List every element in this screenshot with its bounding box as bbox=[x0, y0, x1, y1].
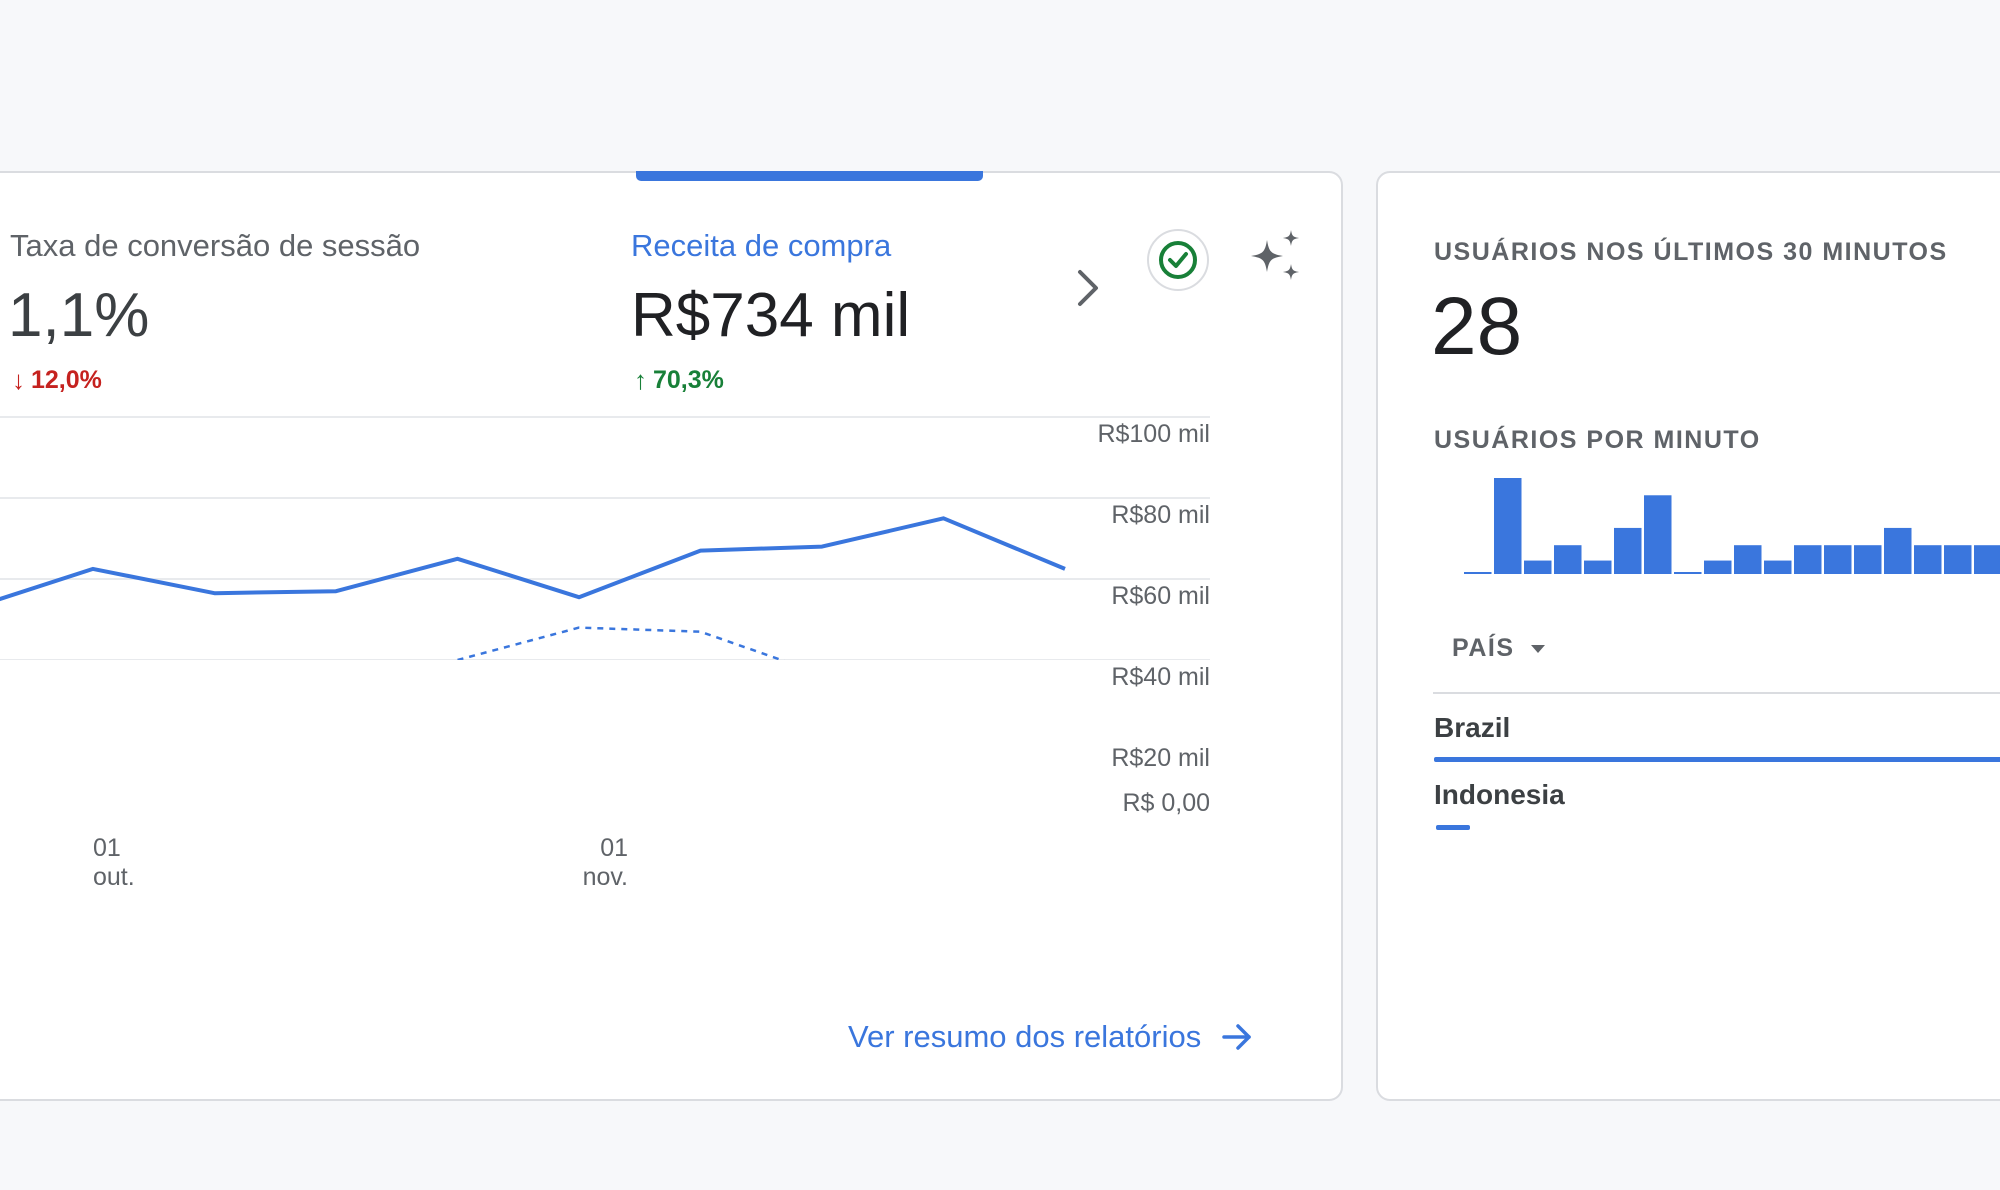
realtime-users-value: 28 bbox=[1431, 281, 1523, 372]
metric-change-conversion: ↓ 12,0% bbox=[12, 365, 102, 396]
overview-card bbox=[0, 171, 1343, 1101]
country-row-label[interactable]: Brazil bbox=[1434, 712, 1511, 743]
arrow-right-icon bbox=[1222, 1024, 1251, 1050]
minute-bar[interactable] bbox=[1794, 545, 1822, 574]
current-series-line bbox=[0, 516, 1066, 602]
x-tick-month: out. bbox=[93, 863, 135, 891]
caret-down-icon bbox=[1530, 644, 1545, 653]
y-tick-label: R$80 mil bbox=[1111, 501, 1210, 529]
x-tick-day: 01 bbox=[600, 834, 628, 862]
minute-bar[interactable] bbox=[1494, 478, 1522, 574]
x-tick-month: nov. bbox=[582, 863, 628, 891]
country-dropdown-label: PAÍS bbox=[1452, 634, 1515, 662]
metric-change-conversion-value: 12,0% bbox=[31, 366, 102, 394]
y-tick-label: R$20 mil bbox=[1111, 744, 1210, 772]
metric-change-revenue: ↑ 70,3% bbox=[634, 365, 724, 396]
comparison-series-line bbox=[452, 626, 786, 660]
view-reports-label: Ver resumo dos relatórios bbox=[848, 1019, 1202, 1054]
x-tick-day: 01 bbox=[93, 834, 121, 862]
realtime-users-caption: USUÁRIOS NOS ÚLTIMOS 30 MINUTOS bbox=[1434, 238, 1948, 266]
minute-bar[interactable] bbox=[1644, 495, 1672, 574]
country-dropdown[interactable]: PAÍS bbox=[1452, 634, 1547, 663]
minute-bar[interactable] bbox=[1734, 545, 1762, 574]
arrow-up-icon: ↑ bbox=[634, 365, 647, 395]
check-circle-icon bbox=[1159, 241, 1197, 279]
country-share-bar bbox=[1436, 825, 1471, 830]
y-tick-label: R$60 mil bbox=[1111, 582, 1210, 610]
minute-bar[interactable] bbox=[1584, 560, 1612, 574]
revenue-line-chart bbox=[0, 416, 1210, 660]
users-per-minute-bar-chart bbox=[1464, 478, 2000, 574]
metric-title-revenue[interactable]: Receita de compra bbox=[631, 228, 892, 263]
metric-value-conversion: 1,1% bbox=[8, 281, 150, 350]
y-tick-label: R$40 mil bbox=[1111, 663, 1210, 691]
country-divider bbox=[1433, 692, 2000, 694]
minute-bar[interactable] bbox=[1704, 560, 1732, 574]
active-tab-indicator bbox=[636, 171, 983, 181]
next-metrics-button[interactable] bbox=[1072, 266, 1102, 310]
y-tick-label: R$ 0,00 bbox=[1122, 789, 1210, 817]
sparkle-icon bbox=[1251, 230, 1299, 280]
minute-bar[interactable] bbox=[1614, 527, 1642, 574]
metric-value-revenue: R$734 mil bbox=[631, 281, 911, 350]
x-tick-label: 01 out. bbox=[93, 834, 135, 892]
metric-title-conversion[interactable]: Taxa de conversão de sessão bbox=[10, 228, 421, 263]
minute-bar[interactable] bbox=[1944, 545, 1972, 574]
metric-change-revenue-value: 70,3% bbox=[653, 366, 724, 394]
minute-bar[interactable] bbox=[1884, 527, 1912, 574]
view-reports-link[interactable]: Ver resumo dos relatórios bbox=[848, 1019, 1253, 1055]
minute-bar[interactable] bbox=[1524, 560, 1552, 574]
country-row-label[interactable]: Indonesia bbox=[1434, 779, 1565, 810]
country-share-bar bbox=[1434, 757, 2000, 762]
minute-bar[interactable] bbox=[1554, 545, 1582, 574]
realtime-card bbox=[1376, 171, 2000, 1101]
users-per-minute-caption: USUÁRIOS POR MINUTO bbox=[1434, 426, 1761, 454]
arrow-down-icon: ↓ bbox=[12, 365, 25, 395]
minute-bar[interactable] bbox=[1974, 545, 2000, 574]
minute-bar[interactable] bbox=[1764, 560, 1792, 574]
minute-bar[interactable] bbox=[1674, 572, 1702, 574]
minute-bar[interactable] bbox=[1824, 545, 1852, 574]
data-status-button[interactable] bbox=[1147, 229, 1209, 291]
x-tick-label: 01 nov. bbox=[578, 834, 628, 892]
y-tick-label: R$100 mil bbox=[1097, 420, 1210, 448]
chevron-right-icon bbox=[1078, 270, 1098, 306]
minute-bar[interactable] bbox=[1464, 572, 1492, 574]
minute-bar[interactable] bbox=[1854, 545, 1882, 574]
minute-bar[interactable] bbox=[1914, 545, 1942, 574]
insights-button[interactable] bbox=[1245, 228, 1307, 290]
